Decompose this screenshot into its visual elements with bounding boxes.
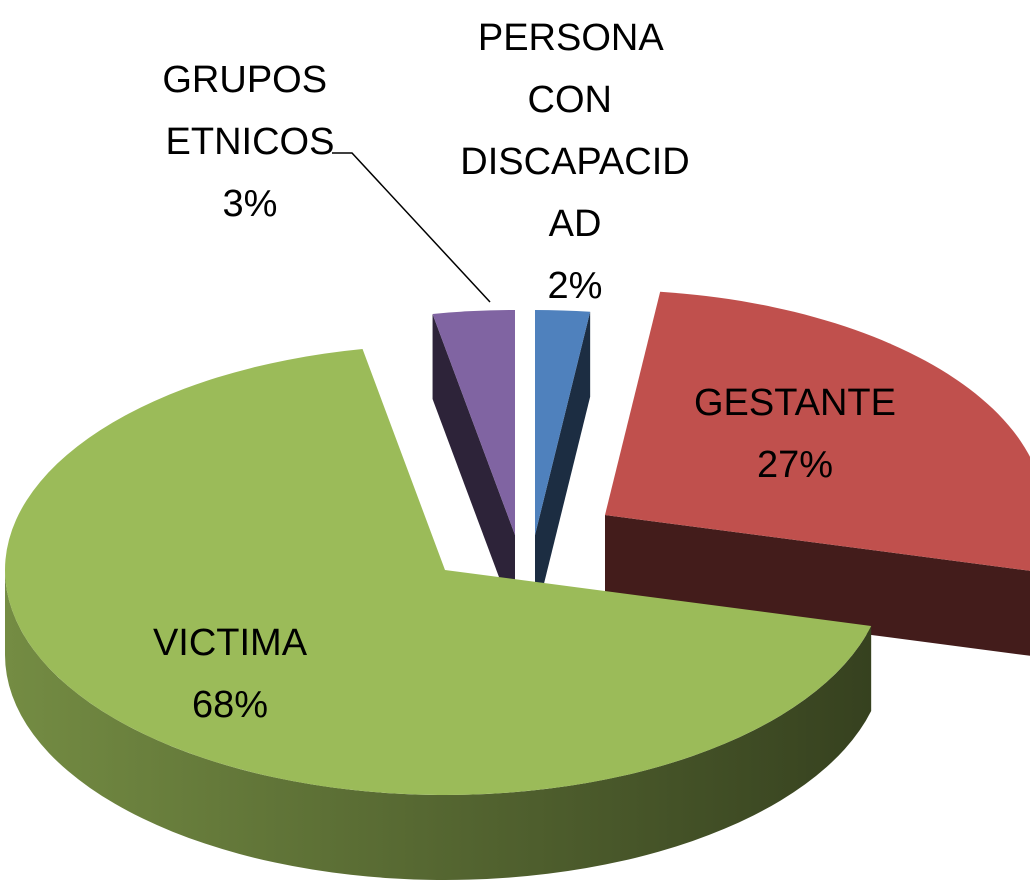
label-line: GRUPOS xyxy=(162,59,337,101)
leader-line xyxy=(332,152,491,303)
category-label: GESTANTE xyxy=(694,382,896,424)
slice-top xyxy=(535,310,591,535)
label-line: VICTIMA xyxy=(153,622,308,664)
slice xyxy=(4,348,872,881)
slice-cut-face xyxy=(605,515,1030,656)
value-label: 3% xyxy=(223,183,278,225)
label-line: AD xyxy=(549,203,602,245)
slice-top xyxy=(605,291,1030,571)
value-label: 2% xyxy=(548,265,603,307)
label-line: CON xyxy=(528,79,623,121)
value-label: 68% xyxy=(192,684,268,726)
category-label: PERSONA CON DISCAPACID AD xyxy=(460,17,689,245)
slice-cut-face xyxy=(535,311,591,620)
slice-cut-face xyxy=(432,313,515,620)
slice-top xyxy=(432,310,515,535)
label-line: GESTANTE xyxy=(694,382,896,424)
label-line: ETNICOS xyxy=(166,121,335,163)
slice-top xyxy=(4,348,872,795)
label-line: PERSONA xyxy=(478,17,672,59)
category-label: GRUPOS ETNICOS xyxy=(162,59,337,163)
label-line: DISCAPACID xyxy=(460,141,689,183)
slice xyxy=(605,291,1030,656)
value-label: 27% xyxy=(757,444,833,486)
slice xyxy=(535,310,591,620)
slice-side xyxy=(5,570,872,881)
slice xyxy=(432,310,515,620)
category-label: VICTIMA xyxy=(153,622,308,664)
